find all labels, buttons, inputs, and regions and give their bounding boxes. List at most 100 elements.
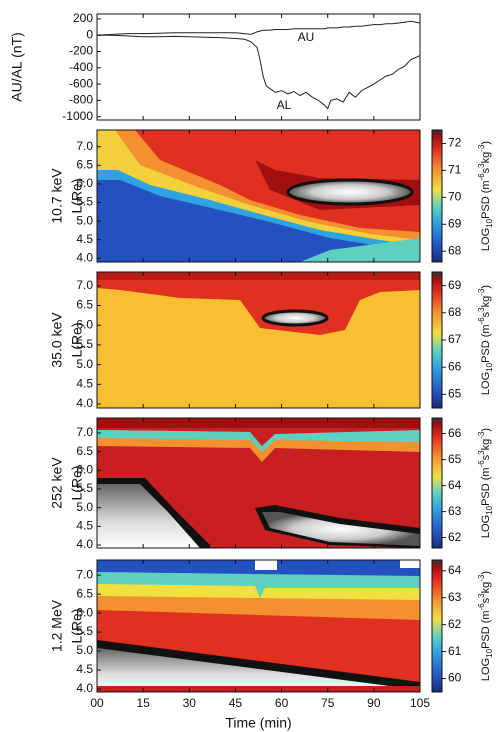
series-label: AU — [298, 30, 315, 44]
colorbar-tick-label: 63 — [448, 590, 462, 604]
y-tick-label: 6.0 — [76, 605, 93, 619]
colorbar-tick-label: 65 — [448, 452, 462, 466]
colorbar-label-part: s — [480, 167, 492, 173]
y-axis-label: L(Re) — [69, 178, 85, 213]
colorbar-tick-label: 71 — [448, 163, 462, 177]
x-tick-label: 15 — [136, 696, 150, 710]
colorbar-tick-label: 70 — [448, 190, 462, 204]
line-series — [97, 34, 421, 110]
y-tick-label: 6.5 — [76, 298, 93, 312]
x-axis-label: Time (min) — [225, 715, 291, 731]
colorbar-tick-label: 66 — [448, 359, 462, 373]
colorbar-label-part: LOG — [480, 658, 492, 681]
colorbar-label-part: -6 — [477, 603, 486, 611]
colorbar-label-part: kg — [480, 152, 492, 164]
y-tick-label: -1000 — [62, 109, 93, 123]
colorbar-label-part: s — [480, 311, 492, 317]
x-tick-label: 60 — [275, 696, 289, 710]
y-tick-label: 4.5 — [76, 377, 93, 391]
colorbar-label-part: ) — [480, 571, 492, 575]
y-tick-label: -600 — [69, 76, 93, 90]
y-tick-label: 6.5 — [76, 586, 93, 600]
colorbar-label-part: LOG — [480, 228, 492, 251]
y-axis-label: AU/AL (nT) — [9, 32, 25, 102]
colorbar-tick-label: 69 — [448, 216, 462, 230]
y-tick-label: -400 — [69, 60, 93, 74]
plot-frame — [96, 13, 421, 121]
y-tick-label: 6.5 — [76, 444, 93, 458]
y-tick-label: 5.0 — [76, 500, 93, 514]
y-tick-label: 6.0 — [76, 317, 93, 331]
colorbar-label-part: -3 — [477, 431, 486, 439]
colorbar — [431, 271, 443, 409]
x-tick-label: 00 — [90, 696, 104, 710]
y-tick-label: 4.5 — [76, 519, 93, 533]
colorbar-label-part: ) — [480, 141, 492, 145]
colorbar-label-part: -3 — [477, 288, 486, 296]
colorbar — [431, 417, 443, 549]
colorbar-label-part: -6 — [477, 173, 486, 181]
y-tick-label: 7.0 — [76, 278, 93, 292]
colorbar-tick-label: 60 — [448, 671, 462, 685]
y-tick-label: 5.5 — [76, 337, 93, 351]
colorbar-label-part: 3 — [477, 593, 486, 598]
y-tick-label: 5.5 — [76, 481, 93, 495]
colorbar-label: LOG10PSD (m-6s3kg-3) — [477, 141, 494, 251]
colorbar-tick-label: 61 — [448, 644, 462, 658]
y-tick-label: 6.5 — [76, 157, 93, 171]
y-tick-label: 5.0 — [76, 213, 93, 227]
colorbar-tick-label: 66 — [448, 426, 462, 440]
x-tick-label: 90 — [367, 696, 381, 710]
y-tick-label: 7.0 — [76, 139, 93, 153]
colorbar-label-part: LOG — [480, 372, 492, 395]
colorbar-tick-label: 65 — [448, 387, 462, 401]
colorbar-label-part: -3 — [477, 144, 486, 152]
heatmap-image — [97, 130, 420, 262]
colorbar-tick-label: 72 — [448, 136, 462, 150]
energy-label: 252 keV — [49, 457, 65, 509]
colorbar-label-part: s — [480, 454, 492, 460]
energy-label: 1.2 MeV — [49, 599, 65, 652]
colorbar-label-part: 3 — [477, 307, 486, 312]
y-tick-label: 6.0 — [76, 176, 93, 190]
energy-label: 10.7 keV — [49, 168, 65, 224]
colorbar-label-part: 3 — [477, 163, 486, 168]
colorbar-label: LOG10PSD (m-6s3kg-3) — [477, 285, 494, 395]
y-axis-label: L(Re) — [69, 322, 85, 357]
y-tick-label: 0 — [86, 27, 93, 41]
colorbar-label-part: -6 — [477, 460, 486, 468]
y-tick-label: 6.0 — [76, 462, 93, 476]
colorbar-label-part: -6 — [477, 317, 486, 325]
colorbar-tick-label: 68 — [448, 243, 462, 257]
colorbar-tick-label: 62 — [448, 617, 462, 631]
colorbar-label-part: 10 — [485, 218, 494, 227]
colorbar-label-part: PSD (m — [480, 610, 492, 649]
plot-frame — [96, 417, 421, 549]
colorbar-label-part: PSD (m — [480, 467, 492, 506]
colorbar-tick-label: 69 — [448, 278, 462, 292]
colorbar-label-part: kg — [480, 296, 492, 308]
colorbar-label-part: s — [480, 597, 492, 603]
y-tick-label: 4.0 — [76, 681, 93, 695]
colorbar-label-part: kg — [480, 439, 492, 451]
y-tick-label: 4.5 — [76, 232, 93, 246]
colorbar-tick-label: 64 — [448, 478, 462, 492]
y-tick-label: 5.5 — [76, 624, 93, 638]
colorbar-label-part: 3 — [477, 450, 486, 455]
y-tick-label: -200 — [69, 44, 93, 58]
series-label: AL — [277, 98, 292, 112]
y-tick-label: 7.0 — [76, 567, 93, 581]
x-tick-label: 45 — [229, 696, 243, 710]
energy-label: 35.0 keV — [49, 312, 65, 368]
colorbar-tick-label: 68 — [448, 305, 462, 319]
colorbar-tick-label: 64 — [448, 563, 462, 577]
colorbar-label-part: -3 — [477, 574, 486, 582]
plot-frame — [96, 271, 421, 409]
y-tick-label: 4.0 — [76, 396, 93, 410]
y-tick-label: 4.5 — [76, 662, 93, 676]
colorbar-label-part: PSD (m — [480, 324, 492, 363]
colorbar-label-part: 10 — [485, 648, 494, 657]
y-tick-label: 200 — [73, 11, 93, 25]
heatmap-image — [97, 418, 420, 548]
